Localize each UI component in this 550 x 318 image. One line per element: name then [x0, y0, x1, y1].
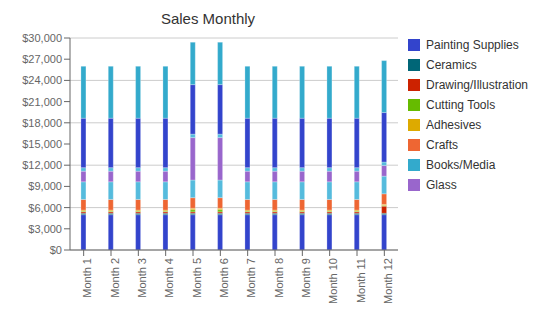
svg-text:$6,000: $6,000 [28, 202, 62, 214]
svg-text:$30,000: $30,000 [22, 32, 62, 44]
svg-text:$27,000: $27,000 [22, 53, 62, 65]
svg-text:Month 9: Month 9 [300, 258, 312, 298]
svg-text:Month 6: Month 6 [218, 258, 230, 298]
svg-text:$21,000: $21,000 [22, 96, 62, 108]
svg-text:Month 10: Month 10 [327, 258, 339, 304]
html-text:Books/Media: Books/Media [426, 158, 496, 172]
svg-text:$0: $0 [50, 244, 62, 256]
html-text:Crafts: Crafts [426, 138, 458, 152]
svg-text:Month 3: Month 3 [136, 258, 148, 298]
html-text:Glass: Glass [426, 178, 457, 192]
svg-text:$18,000: $18,000 [22, 117, 62, 129]
svg-text:Month 2: Month 2 [109, 258, 121, 298]
html-text:Painting Supplies: Painting Supplies [426, 38, 519, 52]
svg-text:$9,000: $9,000 [28, 180, 62, 192]
svg-text:Month 7: Month 7 [245, 258, 257, 298]
svg-text:Month 12: Month 12 [382, 258, 394, 304]
html-text:Sales Monthly: Sales Monthly [160, 10, 256, 27]
svg-text:$3,000: $3,000 [28, 223, 62, 235]
svg-text:Month 8: Month 8 [273, 258, 285, 298]
html-text:Adhesives: Adhesives [426, 118, 482, 132]
svg-text:Month 4: Month 4 [163, 258, 175, 298]
html-text:Drawing/Illustration: Drawing/Illustration [426, 78, 528, 92]
html-text:Cutting Tools: Cutting Tools [426, 98, 496, 112]
svg-text:$15,000: $15,000 [22, 138, 62, 150]
svg-text:Month 1: Month 1 [81, 258, 93, 298]
svg-text:$12,000: $12,000 [22, 159, 62, 171]
svg-text:Month 5: Month 5 [191, 258, 203, 298]
svg-text:$24,000: $24,000 [22, 74, 62, 86]
svg-text:Month 11: Month 11 [355, 258, 367, 303]
html-text:Ceramics: Ceramics [426, 58, 477, 72]
